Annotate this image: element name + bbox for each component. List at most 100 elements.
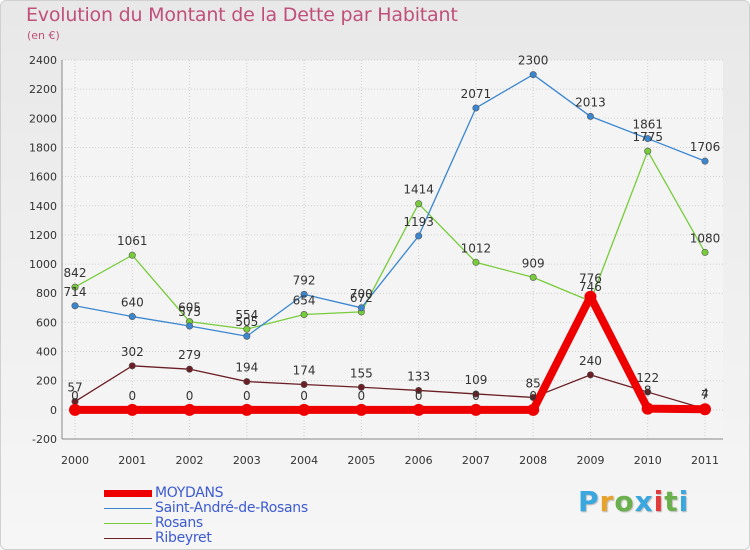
data-point-moydans bbox=[126, 403, 139, 416]
y-tick-label: 1000 bbox=[29, 258, 57, 271]
series-line-moydans bbox=[75, 292, 706, 414]
x-tick-label: 2011 bbox=[691, 454, 719, 467]
data-label-ribeyret: 279 bbox=[178, 348, 201, 362]
data-point-rosans bbox=[300, 311, 308, 319]
x-tick-label: 2005 bbox=[347, 454, 375, 467]
plot-area bbox=[62, 60, 723, 439]
legend-swatch-moydans bbox=[104, 490, 152, 497]
data-label-moydans: 0 bbox=[415, 389, 423, 403]
data-point-moydans bbox=[469, 403, 482, 416]
data-label-saint-andre-de-rosans: 1193 bbox=[403, 215, 434, 229]
data-point-saint-andre-de-rosans bbox=[186, 322, 194, 330]
data-label-saint-andre-de-rosans: 505 bbox=[235, 315, 258, 329]
data-point-saint-andre-de-rosans bbox=[243, 332, 251, 340]
data-label-rosans: 605 bbox=[178, 301, 201, 315]
data-point-ribeyret bbox=[644, 388, 652, 396]
data-label-ribeyret: 133 bbox=[407, 369, 430, 383]
data-label-rosans: 654 bbox=[293, 294, 316, 308]
data-label-moydans: 0 bbox=[358, 389, 366, 403]
data-label-saint-andre-de-rosans: 792 bbox=[293, 273, 316, 287]
data-label-ribeyret: 302 bbox=[121, 345, 144, 359]
data-label-moydans: 0 bbox=[243, 389, 251, 403]
data-label-saint-andre-de-rosans: 575 bbox=[178, 305, 201, 319]
data-label-ribeyret: 194 bbox=[235, 361, 258, 375]
data-point-ribeyret bbox=[472, 390, 480, 398]
data-point-moydans bbox=[298, 403, 311, 416]
x-tick-label: 2008 bbox=[519, 454, 547, 467]
legend-swatch-ribeyret bbox=[104, 538, 152, 539]
data-point-moydans bbox=[183, 403, 196, 416]
logo-letter: t bbox=[664, 485, 679, 518]
data-label-moydans: 776 bbox=[579, 272, 602, 286]
logo-letter: r bbox=[599, 485, 615, 518]
logo-letter: o bbox=[614, 485, 635, 518]
series-line-saint-andre-de-rosans bbox=[74, 73, 706, 337]
series-line-ribeyret bbox=[74, 365, 706, 410]
data-point-saint-andre-de-rosans bbox=[644, 135, 652, 143]
y-tick-label: 2200 bbox=[29, 83, 57, 96]
data-label-saint-andre-de-rosans: 640 bbox=[121, 296, 144, 310]
x-tick-label: 2007 bbox=[462, 454, 490, 467]
data-label-rosans: 746 bbox=[579, 280, 602, 294]
data-label-moydans: 4 bbox=[701, 386, 709, 400]
data-label-saint-andre-de-rosans: 714 bbox=[64, 285, 87, 299]
data-label-rosans: 554 bbox=[235, 308, 258, 322]
y-tick-label: 600 bbox=[36, 316, 57, 329]
data-point-moydans bbox=[584, 290, 597, 303]
data-label-moydans: 8 bbox=[644, 384, 652, 398]
data-label-moydans: 0 bbox=[128, 389, 136, 403]
y-tick-label: 200 bbox=[36, 375, 57, 388]
data-point-rosans bbox=[529, 273, 537, 281]
legend-swatch-rosans bbox=[104, 523, 152, 524]
data-point-rosans bbox=[71, 283, 79, 291]
legend-label-rosans: Rosans bbox=[155, 515, 203, 531]
data-point-saint-andre-de-rosans bbox=[529, 71, 537, 79]
data-point-saint-andre-de-rosans bbox=[586, 112, 594, 120]
data-point-saint-andre-de-rosans bbox=[701, 157, 709, 165]
data-point-ribeyret bbox=[415, 386, 423, 394]
y-tick-label: 400 bbox=[36, 346, 57, 359]
data-label-rosans: 1012 bbox=[461, 241, 492, 255]
y-tick-label: 1400 bbox=[29, 200, 57, 213]
data-point-rosans bbox=[701, 248, 709, 256]
data-point-moydans bbox=[527, 403, 540, 416]
data-point-saint-andre-de-rosans bbox=[128, 313, 136, 321]
data-point-moydans bbox=[641, 402, 654, 415]
data-label-rosans: 1080 bbox=[690, 231, 721, 245]
chart-title: Evolution du Montant de la Dette par Hab… bbox=[26, 4, 458, 26]
y-tick-label: 0 bbox=[50, 404, 57, 417]
data-label-ribeyret: 155 bbox=[350, 366, 373, 380]
data-point-ribeyret bbox=[128, 362, 136, 370]
y-tick-label: -200 bbox=[32, 433, 57, 446]
data-point-ribeyret bbox=[300, 380, 308, 388]
data-label-rosans: 1414 bbox=[403, 183, 434, 197]
data-point-rosans bbox=[415, 200, 423, 208]
data-point-saint-andre-de-rosans bbox=[71, 302, 79, 310]
data-label-saint-andre-de-rosans: 700 bbox=[350, 287, 373, 301]
data-label-rosans: 672 bbox=[350, 291, 373, 305]
x-tick-label: 2009 bbox=[576, 454, 604, 467]
x-tick-label: 2001 bbox=[118, 454, 146, 467]
data-point-saint-andre-de-rosans bbox=[472, 104, 480, 112]
data-label-moydans: 0 bbox=[71, 389, 79, 403]
x-tick-label: 2004 bbox=[290, 454, 318, 467]
data-label-saint-andre-de-rosans: 2013 bbox=[575, 95, 606, 109]
data-label-rosans: 1775 bbox=[632, 130, 663, 144]
data-point-moydans bbox=[240, 403, 253, 416]
data-point-rosans bbox=[243, 325, 251, 333]
data-point-moydans bbox=[355, 403, 368, 416]
data-point-rosans bbox=[644, 147, 652, 155]
data-label-ribeyret: 240 bbox=[579, 354, 602, 368]
data-point-moydans bbox=[69, 403, 81, 416]
data-label-rosans: 1061 bbox=[117, 234, 148, 248]
data-point-rosans bbox=[472, 258, 480, 266]
y-tick-label: 2400 bbox=[29, 54, 57, 67]
x-tick-label: 2010 bbox=[634, 454, 662, 467]
data-point-saint-andre-de-rosans bbox=[415, 232, 423, 240]
data-label-moydans: 0 bbox=[186, 389, 194, 403]
data-point-saint-andre-de-rosans bbox=[357, 304, 365, 312]
logo-letter: x bbox=[634, 485, 654, 518]
legend-swatch-saint-andre-de-rosans bbox=[104, 508, 152, 509]
y-tick-label: 1600 bbox=[29, 171, 57, 184]
